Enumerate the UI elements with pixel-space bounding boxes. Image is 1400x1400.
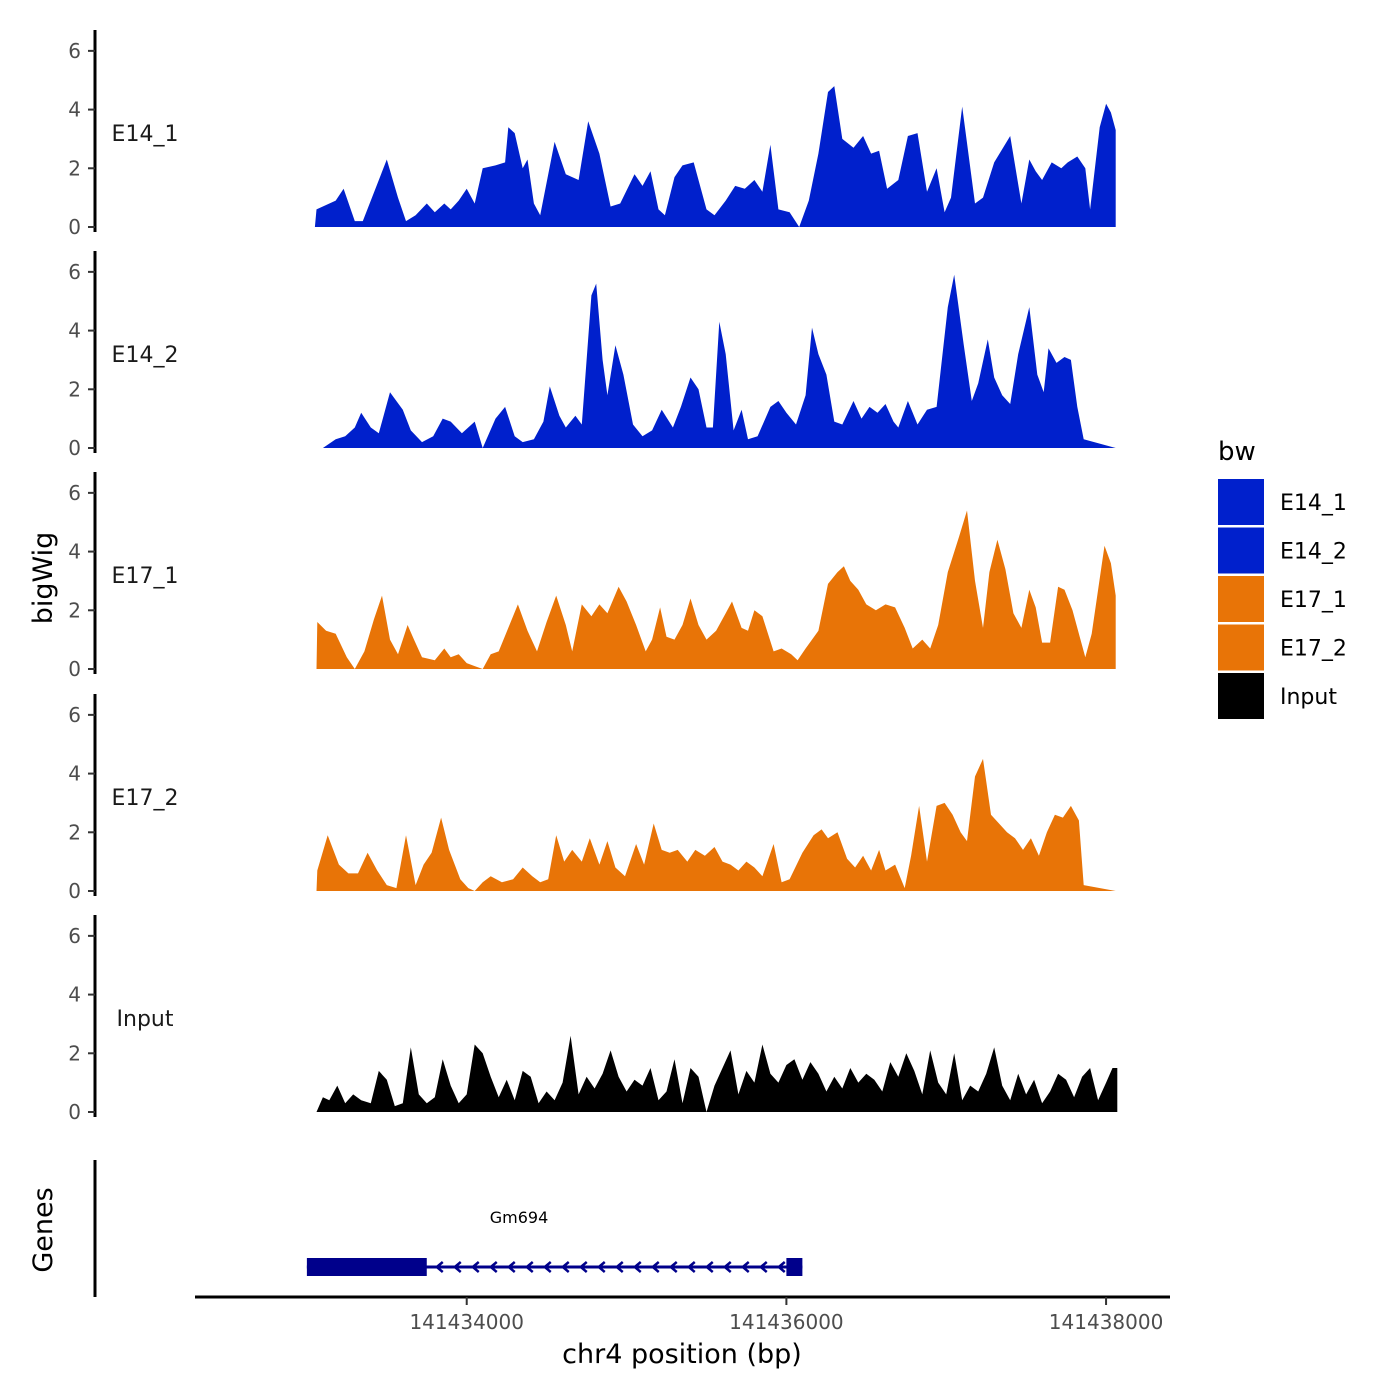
- strand-arrow: [776, 1261, 786, 1273]
- strand-arrow: [506, 1261, 516, 1273]
- y-tick-label: 6: [68, 260, 81, 284]
- legend-label: Input: [1280, 685, 1337, 710]
- strand-arrow: [686, 1261, 696, 1273]
- strand-arrow: [704, 1261, 714, 1273]
- track-label: Input: [117, 1007, 174, 1032]
- strand-arrow: [470, 1261, 480, 1273]
- gene-name-label: Gm694: [490, 1208, 549, 1227]
- track-label: E14_1: [112, 122, 179, 147]
- genes-axis-title: Genes: [28, 1187, 59, 1272]
- legend: bw E14_1 E14_2 E17_1 E17_2 Input: [1218, 437, 1347, 719]
- y-tick-label: 4: [68, 319, 81, 343]
- track-panels: 0 2 4 6 E14_1 0 2 4 6 E14_2 0 2 4 6 E17_1 0 2 4 6 E17_2 0 2 4 6…: [68, 30, 1118, 1124]
- y-tick-label: 2: [68, 820, 81, 844]
- legend-swatch: [1218, 624, 1264, 671]
- strand-arrow: [740, 1261, 750, 1273]
- y-tick-label: 6: [68, 39, 81, 63]
- y-tick-label: 6: [68, 924, 81, 948]
- track-label: E14_2: [112, 343, 179, 368]
- y-tick-label: 4: [68, 540, 81, 564]
- legend-label: E17_2: [1280, 637, 1347, 662]
- track-panel-e14-2: 0 2 4 6 E14_2: [68, 251, 1116, 460]
- area-e17-2: [316, 758, 1116, 891]
- y-tick-label: 0: [68, 215, 81, 239]
- legend-swatch: [1218, 527, 1264, 574]
- y-tick-label: 4: [68, 762, 81, 786]
- y-tick-label: 0: [68, 657, 81, 681]
- y-tick-label: 6: [68, 703, 81, 727]
- track-panel-input: 0 2 4 6 Input: [68, 915, 1118, 1124]
- legend-label: E14_1: [1280, 491, 1347, 516]
- x-tick-label: 141434000: [409, 1310, 524, 1334]
- strand-arrow: [560, 1261, 570, 1273]
- legend-item-e14-2: E14_2: [1218, 527, 1347, 574]
- strand-arrow: [596, 1261, 606, 1273]
- track-label: E17_2: [112, 786, 179, 811]
- legend-item-e17-2: E17_2: [1218, 624, 1347, 671]
- strand-arrow: [488, 1261, 498, 1273]
- legend-item-e17-1: E17_1: [1218, 576, 1347, 622]
- strand-arrow: [668, 1261, 678, 1273]
- gene-exon: [786, 1258, 803, 1276]
- strand-arrow: [722, 1261, 732, 1273]
- y-tick-label: 0: [68, 879, 81, 903]
- y-tick-label: 6: [68, 481, 81, 505]
- area-e14-2: [322, 274, 1116, 448]
- gene-model: Gm694: [306, 1208, 803, 1276]
- y-tick-label: 0: [68, 436, 81, 460]
- gene-exon: [306, 1258, 427, 1276]
- strand-arrow: [578, 1261, 588, 1273]
- strand-arrow: [542, 1261, 552, 1273]
- track-panel-e17-1: 0 2 4 6 E17_1: [68, 472, 1116, 681]
- area-input: [316, 1035, 1118, 1112]
- genes-panel: Gm694: [93, 1160, 803, 1297]
- area-e14-1: [314, 86, 1116, 227]
- strand-arrow: [452, 1261, 462, 1273]
- legend-swatch: [1218, 479, 1264, 525]
- y-tick-label: 0: [68, 1100, 81, 1124]
- y-tick-label: 2: [68, 377, 81, 401]
- strand-arrow: [524, 1261, 534, 1273]
- legend-item-input: Input: [1218, 673, 1337, 719]
- y-axis-title: bigWig: [28, 532, 59, 625]
- x-tick-label: 141436000: [729, 1310, 844, 1334]
- strand-arrow: [758, 1261, 768, 1273]
- x-tick-label: 141438000: [1049, 1310, 1164, 1334]
- legend-swatch: [1218, 576, 1264, 622]
- y-tick-label: 2: [68, 598, 81, 622]
- x-axis: 141434000 141436000 141438000: [195, 1295, 1170, 1334]
- y-tick-label: 2: [68, 1041, 81, 1065]
- legend-label: E14_2: [1280, 540, 1347, 565]
- track-label: E17_1: [112, 564, 179, 589]
- x-axis-title: chr4 position (bp): [562, 1339, 802, 1370]
- y-tick-label: 2: [68, 156, 81, 180]
- y-tick-label: 4: [68, 98, 81, 122]
- area-e17-1: [316, 510, 1116, 669]
- strand-arrow: [632, 1261, 642, 1273]
- y-tick-label: 4: [68, 983, 81, 1007]
- strand-arrow: [650, 1261, 660, 1273]
- legend-title: bw: [1218, 437, 1256, 467]
- strand-arrow: [434, 1261, 444, 1273]
- legend-label: E17_1: [1280, 588, 1347, 613]
- track-panel-e17-2: 0 2 4 6 E17_2: [68, 694, 1116, 903]
- legend-item-e14-1: E14_1: [1218, 479, 1347, 525]
- legend-swatch: [1218, 673, 1264, 719]
- track-panel-e14-1: 0 2 4 6 E14_1: [68, 30, 1116, 239]
- strand-arrow: [614, 1261, 624, 1273]
